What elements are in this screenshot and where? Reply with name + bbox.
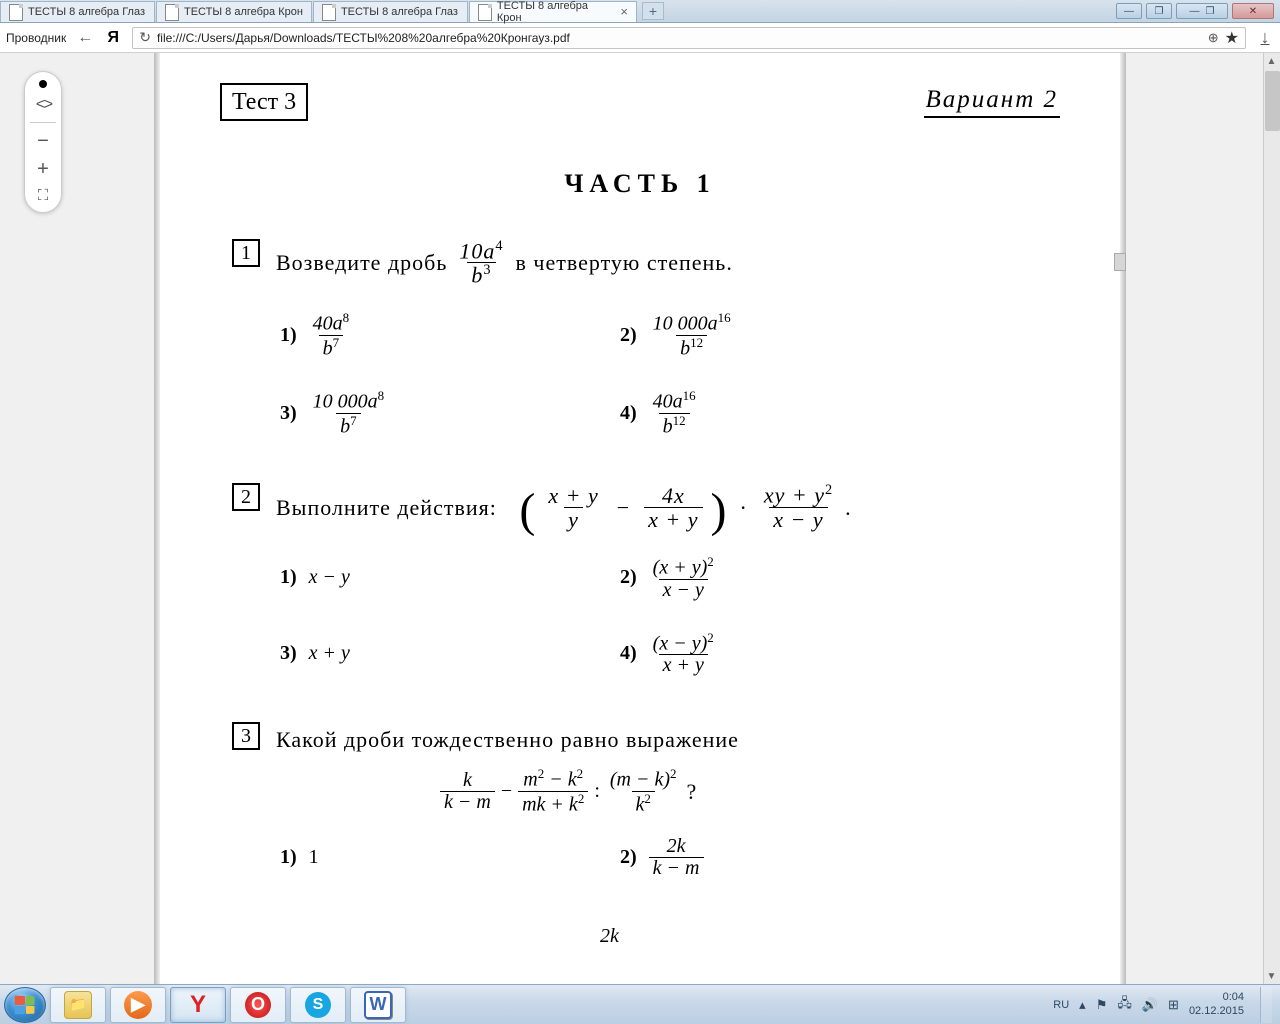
- question-number: 3: [232, 722, 260, 750]
- tab-2[interactable]: ТЕСТЫ 8 алгебра Глаз: [313, 1, 468, 22]
- q1-pre: Возведите дробь: [276, 245, 447, 280]
- system-tray: RU ▴ ⚑ 🖧 🔊 ⊞ 0:04 02.12.2015: [1053, 987, 1276, 1023]
- network-icon[interactable]: 🖧: [1117, 994, 1132, 1016]
- tab-bar: ТЕСТЫ 8 алгебра Глаз ТЕСТЫ 8 алгебра Кро…: [0, 0, 1280, 23]
- maximize-button[interactable]: ❐: [1146, 3, 1172, 19]
- yandex-icon[interactable]: Я: [104, 29, 122, 47]
- scroll-down-icon[interactable]: ▼: [1264, 968, 1279, 984]
- explorer-icon: 📁: [64, 991, 92, 1019]
- tab-1[interactable]: ТЕСТЫ 8 алгебра Крон: [156, 1, 312, 22]
- show-desktop-button[interactable]: [1260, 987, 1272, 1023]
- minimize-button[interactable]: —: [1116, 3, 1142, 19]
- yandex-app-icon: Y: [184, 991, 212, 1019]
- tab-title: ТЕСТЫ 8 алгебра Крон: [184, 6, 303, 18]
- page-icon: [478, 4, 492, 20]
- skype-icon: S: [305, 992, 331, 1018]
- page-icon: [322, 4, 336, 20]
- question-1: 1 Возведите дробь 10a4 b3 в четвертую ст…: [232, 239, 1060, 287]
- q2-text: Выполните действия:: [276, 490, 497, 525]
- part-title: ЧАСТЬ 1: [220, 169, 1060, 199]
- page-icon: [165, 4, 179, 20]
- word-icon: W: [364, 991, 392, 1019]
- start-button[interactable]: [4, 987, 46, 1023]
- skype-app-button[interactable]: S: [290, 987, 346, 1023]
- scroll-handle[interactable]: [1114, 253, 1126, 271]
- back-button[interactable]: ←: [76, 29, 94, 47]
- zoom-icon[interactable]: ⊕: [1208, 30, 1219, 46]
- cutoff-text: 2k: [600, 925, 1060, 948]
- tab-title: ТЕСТЫ 8 алгебра Глаз: [341, 6, 458, 18]
- tab-title: ТЕСТЫ 8 алгебра Глаз: [28, 6, 145, 18]
- reload-icon[interactable]: ↻: [139, 29, 151, 46]
- volume-icon[interactable]: 🔊: [1142, 997, 1158, 1013]
- q1-post: в четвертую степень.: [516, 245, 733, 280]
- pdf-viewport: < > − + ⛶ Тест 3 Вариант 2 ЧАСТЬ 1 1 Воз…: [0, 53, 1280, 984]
- scroll-up-icon[interactable]: ▲: [1264, 53, 1279, 69]
- download-icon[interactable]: ↓: [1256, 29, 1274, 47]
- q3-expression: kk − m − m2 − k2mk + k2 : (m − k)2k2 ?: [440, 767, 1060, 815]
- question-number: 2: [232, 483, 260, 511]
- answers-2: 1)x − y 2) (x + y)2x − y 3)x + y 4) (x −…: [280, 555, 1060, 676]
- variant-label: Вариант 2: [924, 86, 1060, 118]
- explorer-app-button[interactable]: 📁: [50, 987, 106, 1023]
- word-app-button[interactable]: W: [350, 987, 406, 1023]
- presentation-icon[interactable]: ⛶: [38, 187, 49, 204]
- clock[interactable]: 0:04 02.12.2015: [1189, 991, 1244, 1017]
- q3-text: Какой дроби тождественно равно выражение: [276, 722, 739, 757]
- date: 02.12.2015: [1189, 1005, 1244, 1018]
- close-icon[interactable]: ×: [620, 4, 628, 19]
- zoom-in-button[interactable]: +: [37, 159, 49, 179]
- scroll-thumb[interactable]: [1265, 71, 1280, 131]
- media-icon: ▶: [124, 991, 152, 1019]
- minimize-maximize-button[interactable]: —❐: [1176, 3, 1228, 19]
- yandex-app-button[interactable]: Y: [170, 987, 226, 1023]
- vertical-scrollbar[interactable]: ▲ ▼: [1263, 53, 1280, 984]
- window-controls: — ❐ —❐ ✕: [1116, 3, 1280, 19]
- explorer-label: Проводник: [6, 31, 66, 45]
- nav-arrows-icon[interactable]: < >: [36, 96, 50, 114]
- zoom-controls: < > − + ⛶: [24, 71, 62, 213]
- question-3: 3 Какой дроби тождественно равно выражен…: [232, 722, 1060, 757]
- url-box[interactable]: ↻ file:///C:/Users/Дарья/Downloads/ТЕСТЫ…: [132, 27, 1246, 49]
- pdf-page: Тест 3 Вариант 2 ЧАСТЬ 1 1 Возведите дро…: [160, 53, 1120, 984]
- close-button[interactable]: ✕: [1232, 3, 1274, 19]
- tray-chevron-icon[interactable]: ▴: [1079, 997, 1086, 1013]
- tab-3[interactable]: ТЕСТЫ 8 алгебра Крон ×: [469, 1, 637, 22]
- taskbar: 📁 ▶ Y O S W RU ▴ ⚑ 🖧 🔊 ⊞ 0:04 02.12.2015: [0, 984, 1280, 1024]
- question-number: 1: [232, 239, 260, 267]
- zoom-out-button[interactable]: −: [37, 131, 49, 151]
- bookmark-icon[interactable]: ★: [1225, 28, 1239, 48]
- new-tab-button[interactable]: +: [642, 2, 664, 20]
- windows-icon: [15, 995, 35, 1014]
- address-bar: Проводник ← Я ↻ file:///C:/Users/Дарья/D…: [0, 23, 1280, 53]
- lang-indicator[interactable]: RU: [1053, 999, 1069, 1011]
- tab-title: ТЕСТЫ 8 алгебра Крон: [497, 0, 615, 24]
- question-2: 2 Выполните действия: ( x + yy − 4xx + y…: [232, 483, 1060, 531]
- url-text: file:///C:/Users/Дарья/Downloads/ТЕСТЫ%2…: [157, 31, 570, 45]
- page-icon: [9, 4, 23, 20]
- answers-3: 1)1 2) 2kk − m: [280, 836, 1060, 879]
- answers-1: 1) 40a8b7 2) 10 000a16b12 3) 10 000a8b7 …: [280, 311, 1060, 438]
- fit-page-icon[interactable]: [39, 80, 47, 88]
- app-tray-icon[interactable]: ⊞: [1168, 997, 1179, 1013]
- test-label: Тест 3: [220, 83, 308, 121]
- media-app-button[interactable]: ▶: [110, 987, 166, 1023]
- flag-icon[interactable]: ⚑: [1096, 997, 1108, 1013]
- tab-0[interactable]: ТЕСТЫ 8 алгебра Глаз: [0, 1, 155, 22]
- opera-app-button[interactable]: O: [230, 987, 286, 1023]
- opera-icon: O: [245, 992, 271, 1018]
- time: 0:04: [1189, 991, 1244, 1004]
